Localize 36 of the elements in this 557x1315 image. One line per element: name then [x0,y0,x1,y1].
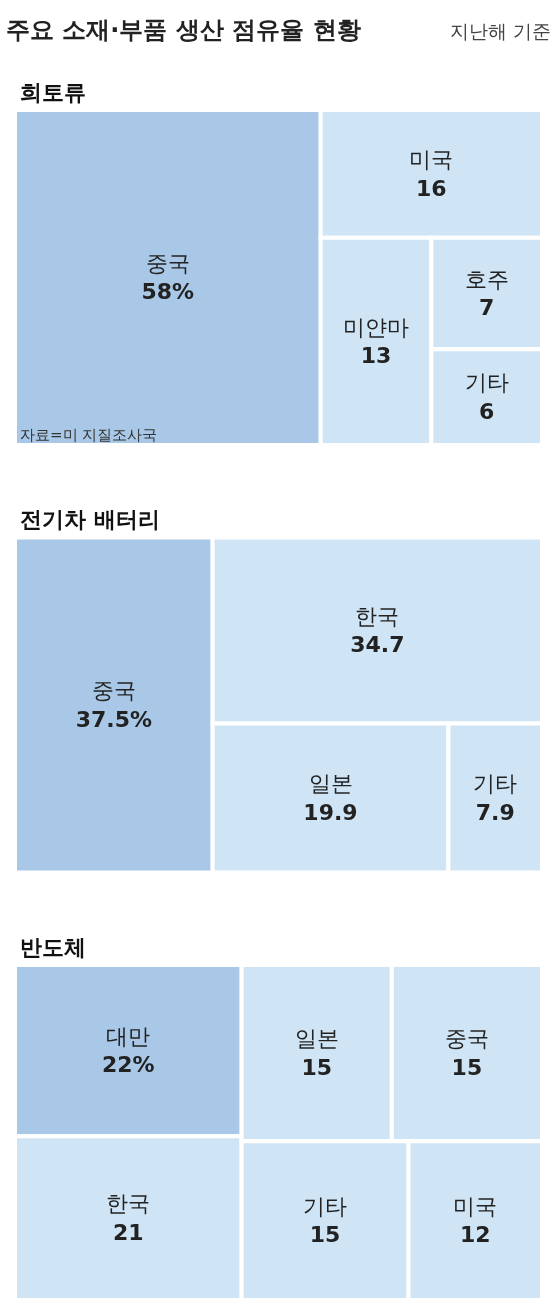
category-label: 중국 [91,678,136,704]
category-label: 미얀마 [342,314,409,340]
category-label: 한국 [106,1191,151,1217]
category-label: 한국 [355,603,400,629]
data-label: 13 [360,343,392,369]
text: 반도체 [20,935,86,960]
category-label: 대만 [106,1023,151,1049]
category-label: 기타 [303,1193,348,1219]
data-label: 7 [479,295,495,321]
data-label: 15 [309,1222,341,1248]
category-label: 호주 [464,266,509,292]
text: 주요 소재·부품 생산 점유율 현황 [6,16,361,44]
data-label: 12 [459,1222,491,1248]
category-label: 일본 [294,1026,339,1052]
data-label: 19.9 [303,799,358,825]
data-label: 6 [479,399,495,425]
category-label: 중국 [145,250,190,276]
data-label: 37.5% [75,706,152,732]
data-label: 34.7 [350,632,405,658]
data-label: 15 [451,1054,483,1080]
category-label: 기타 [464,370,509,396]
text: 희토류 [20,80,86,105]
text: 자료=미 지질조사국 [20,426,158,444]
category-label: 기타 [473,771,518,797]
data-label: 22% [101,1052,155,1078]
data-label: 15 [301,1054,333,1080]
text: 전기차 배터리 [20,507,160,532]
category-label: 미국 [453,1193,498,1219]
category-label: 미국 [409,147,454,173]
category-label: 중국 [444,1026,489,1052]
text: 지난해 기준 [450,20,552,42]
data-label: 16 [416,175,447,201]
data-label: 21 [112,1219,144,1245]
data-label: 7.9 [475,799,515,825]
data-label: 58% [141,279,195,305]
category-label: 일본 [308,771,353,797]
